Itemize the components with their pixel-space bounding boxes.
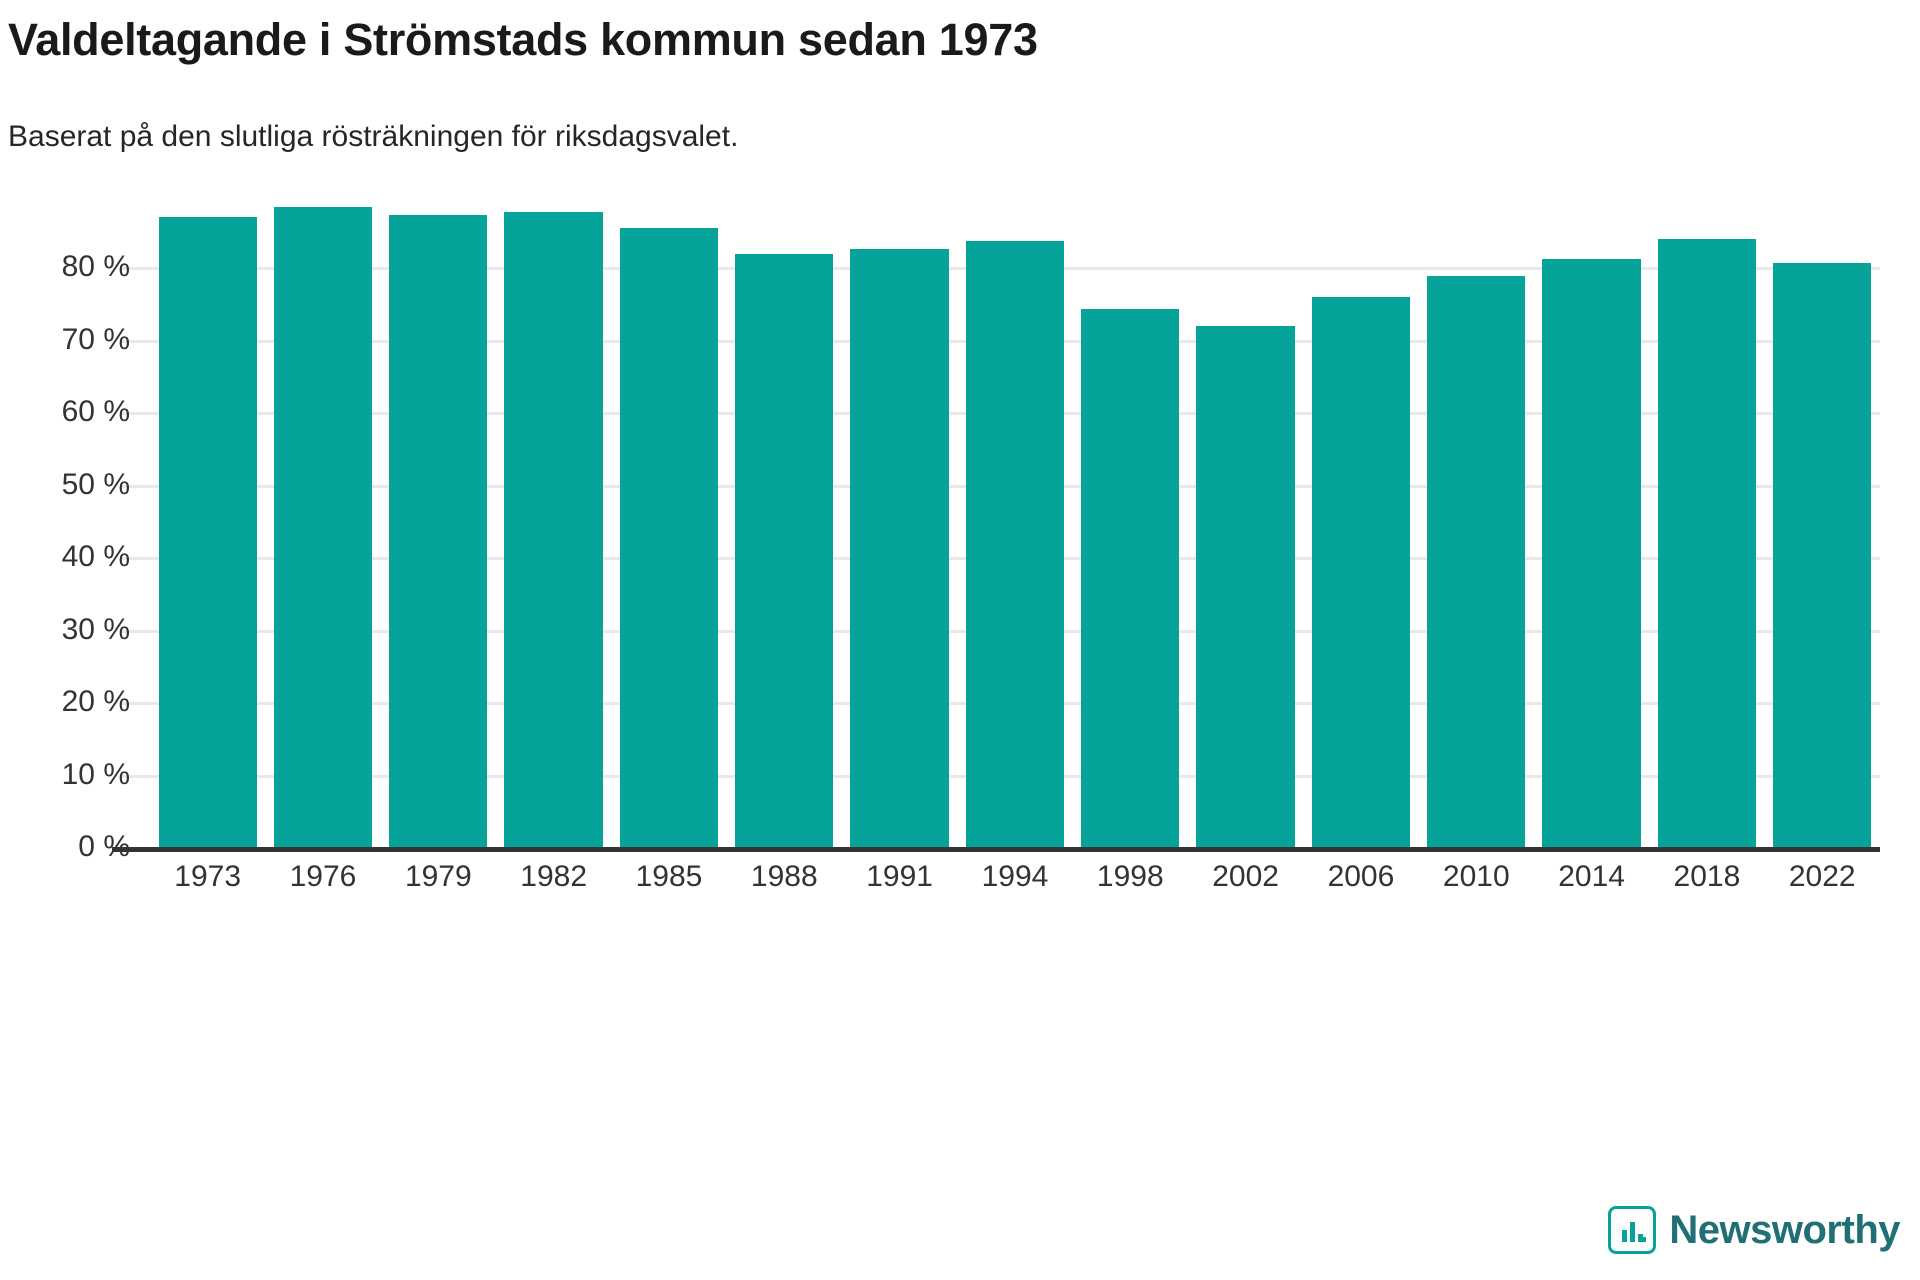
bar[interactable] <box>1196 326 1295 847</box>
bar[interactable] <box>965 240 1065 847</box>
x-axis-tick-label: 2014 <box>1558 860 1625 893</box>
bar-slot <box>496 195 611 847</box>
bar-slot <box>265 195 380 847</box>
bar[interactable] <box>273 207 373 847</box>
bar-chart: 0 % 10 % 20 % 30 % 40 % 50 % 60 % 70 % 80 % 1973… <box>0 195 1920 895</box>
bar-slot <box>150 195 265 847</box>
bar-slot <box>1419 195 1534 847</box>
bar-slot <box>1534 195 1649 847</box>
bar[interactable] <box>158 216 257 847</box>
bar-slot <box>1765 195 1880 847</box>
newsworthy-logo[interactable]: Newsworthy <box>1608 1206 1900 1254</box>
bar-slot <box>1303 195 1418 847</box>
bar[interactable] <box>1773 263 1872 847</box>
bar[interactable] <box>619 228 719 847</box>
x-axis-tick-label: 1994 <box>981 860 1049 893</box>
bar[interactable] <box>1081 309 1180 847</box>
bar[interactable] <box>1657 239 1757 847</box>
x-axis-tick-label: 1973 <box>174 860 242 893</box>
bar-slot <box>727 195 842 847</box>
bar[interactable] <box>1311 297 1411 847</box>
y-axis-tick-label: 40 % <box>61 540 130 574</box>
y-axis-tick-label: 50 % <box>61 467 130 501</box>
plot-area: 0 % 10 % 20 % 30 % 40 % 50 % 60 % 70 % 80 % <box>62 195 1880 863</box>
y-axis-tick-label: 60 % <box>61 395 130 429</box>
x-axis-tick-label: 1976 <box>289 860 357 893</box>
bar[interactable] <box>1542 258 1641 847</box>
x-axis-tick-label: 2018 <box>1673 860 1741 893</box>
y-axis-tick-label: 30 % <box>61 612 130 646</box>
logo-text: Newsworthy <box>1669 1207 1900 1252</box>
bar[interactable] <box>850 248 949 847</box>
x-axis-tick-label: 1979 <box>404 860 472 893</box>
x-axis-labels: 1973 1976 1979 1982 1985 1988 1991 1994 1998 2002… <box>150 860 1880 894</box>
x-axis-tick-label: 2006 <box>1327 860 1395 893</box>
x-axis-tick-label: 1985 <box>635 860 703 893</box>
y-axis-tick-label: 20 % <box>61 685 130 719</box>
bar-slot <box>842 195 957 847</box>
bar-chart-icon <box>1608 1206 1657 1254</box>
bar[interactable] <box>389 215 488 847</box>
bar-slot <box>1188 195 1303 847</box>
x-axis-tick-label: 1998 <box>1096 860 1164 893</box>
x-axis-tick-label: 1991 <box>866 860 933 893</box>
bar-slot <box>1073 195 1188 847</box>
bar-series <box>150 195 1880 847</box>
x-axis-line <box>112 847 1880 852</box>
y-axis-tick-label: 10 % <box>61 757 130 791</box>
x-axis-tick-label: 2010 <box>1442 860 1510 893</box>
bar-slot <box>957 195 1072 847</box>
logo-dot-icon <box>1641 1237 1647 1242</box>
bar[interactable] <box>735 254 834 847</box>
x-axis-tick-label: 1982 <box>520 860 588 893</box>
bar-slot <box>381 195 496 847</box>
x-axis-tick-label: 2002 <box>1212 860 1279 893</box>
bar[interactable] <box>1427 276 1526 847</box>
x-axis-tick-label: 1988 <box>750 860 818 893</box>
page-subtitle: Baserat på den slutliga rösträkningen fö… <box>8 120 739 153</box>
page-title: Valdeltagande i Strömstads kommun sedan … <box>8 14 1038 65</box>
y-axis-tick-label: 80 % <box>61 250 130 284</box>
bar-slot <box>1649 195 1764 847</box>
x-axis-tick-label: 2022 <box>1788 860 1856 893</box>
bar[interactable] <box>504 211 603 847</box>
bar-slot <box>611 195 726 847</box>
y-axis-tick-label: 70 % <box>61 322 130 356</box>
